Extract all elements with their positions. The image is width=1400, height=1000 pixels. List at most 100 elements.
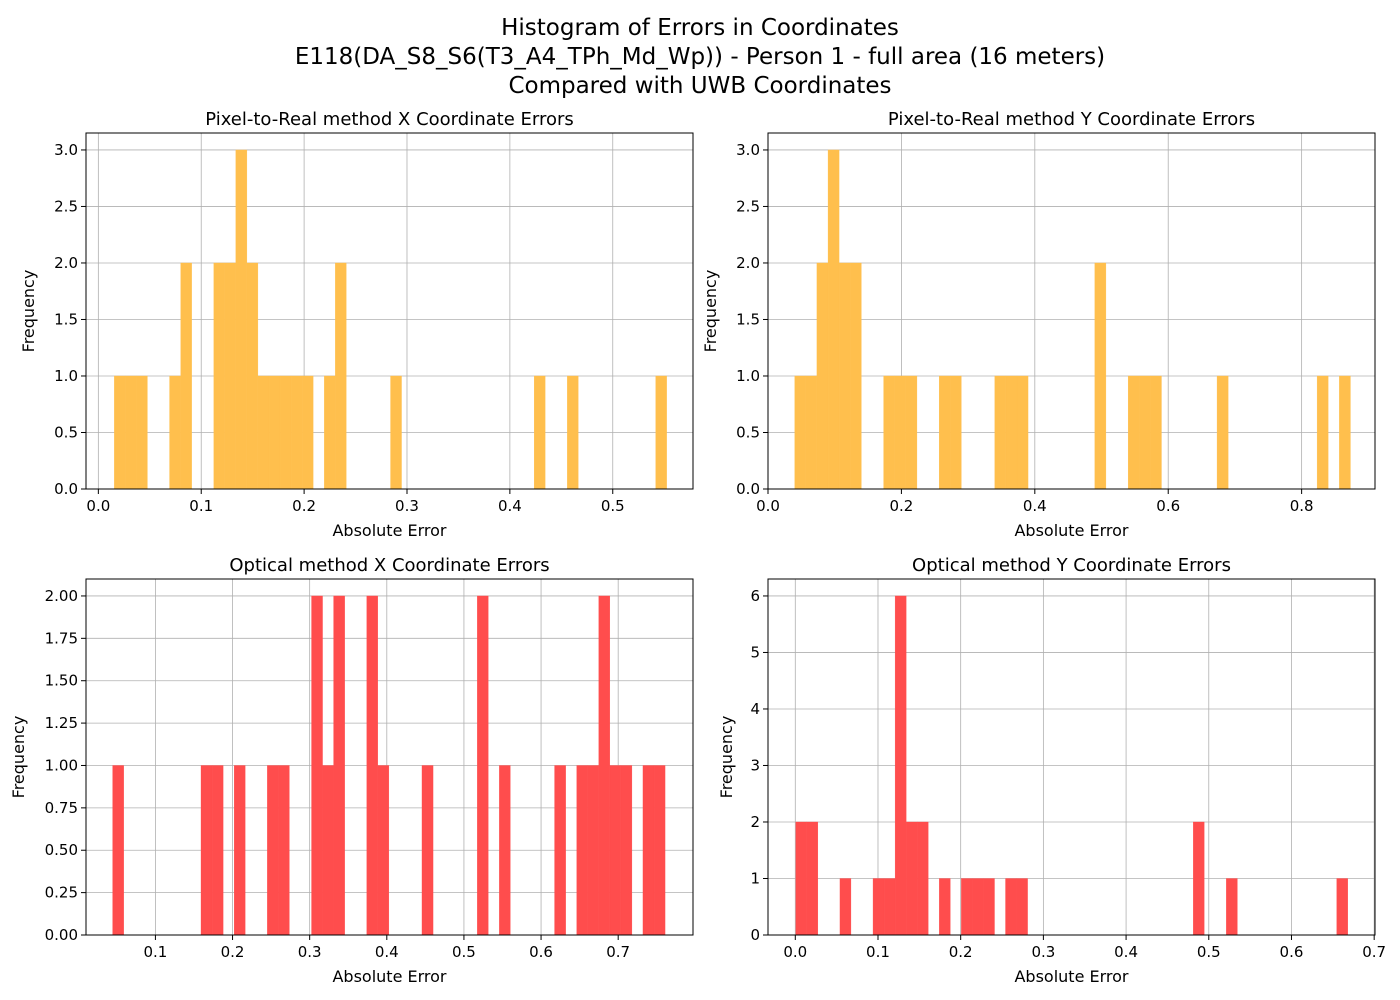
x-tick-label: 0.2	[292, 497, 316, 515]
histogram-bar	[180, 262, 192, 490]
histogram-bar	[950, 375, 962, 490]
y-tick-label: 1.25	[45, 714, 78, 732]
y-tick-label: 0.00	[45, 926, 78, 944]
histogram-bar	[905, 375, 918, 490]
figure-title-line-3: Compared with UWB Coordinates	[508, 73, 892, 99]
histogram-bar	[324, 375, 336, 490]
histogram-bar	[333, 595, 345, 936]
histogram-bar	[136, 375, 148, 490]
x-tick-label: 0.1	[189, 497, 213, 515]
histogram-bar	[1193, 821, 1205, 936]
y-tick-label: 1	[750, 869, 760, 887]
histogram-bar	[1336, 878, 1348, 936]
histogram-bar	[1339, 375, 1351, 490]
histogram-bar	[125, 375, 137, 490]
x-axis-label: Absolute Error	[1014, 967, 1128, 986]
histogram-bar	[1226, 878, 1238, 936]
x-tick-label: 0.7	[606, 943, 630, 961]
x-tick-label: 0.4	[375, 943, 399, 961]
histogram-bar	[534, 375, 546, 490]
histogram-bar	[1127, 375, 1140, 490]
histogram-bar	[806, 821, 819, 936]
histogram-bar	[1016, 878, 1028, 936]
y-tick-label: 2.00	[45, 587, 78, 605]
histogram-bar	[1005, 375, 1018, 490]
histogram-bar	[302, 375, 314, 490]
histogram-bar	[366, 595, 378, 936]
histogram-bar	[279, 375, 292, 490]
x-tick-label: 0.0	[756, 497, 780, 515]
x-tick-label: 0.0	[783, 943, 807, 961]
histogram-bar	[322, 765, 334, 936]
histogram-bar	[213, 262, 225, 490]
histogram-bar	[421, 765, 434, 936]
y-tick-label: 1.50	[45, 672, 78, 690]
histogram-bar	[620, 765, 633, 936]
histogram-bar	[795, 821, 807, 936]
x-tick-label: 0.2	[889, 497, 913, 515]
x-axis-label: Absolute Error	[1014, 521, 1128, 540]
y-axis-label: Frequency	[19, 270, 38, 353]
y-tick-label: 2.0	[736, 254, 760, 272]
histogram-bar	[827, 149, 840, 490]
y-tick-label: 2	[750, 813, 760, 831]
histogram-bar	[211, 765, 224, 936]
histogram-bar	[961, 878, 973, 936]
histogram-bar	[816, 262, 829, 490]
figure-title-line-2: E118(DA_S8_S6(T3_A4_TPh_Md_Wp)) - Person…	[294, 44, 1106, 70]
histogram-bar	[972, 878, 984, 936]
y-tick-label: 0.0	[736, 480, 760, 498]
y-axis-label: Frequency	[717, 716, 736, 799]
histogram-bar	[335, 262, 347, 490]
x-tick-label: 0.4	[1114, 943, 1138, 961]
histogram-bar	[994, 375, 1007, 490]
histogram-bar	[655, 375, 667, 490]
x-tick-label: 0.1	[866, 943, 890, 961]
histogram-bar	[554, 765, 566, 936]
histogram-bar	[278, 765, 290, 936]
y-tick-label: 0.5	[54, 423, 78, 441]
y-tick-label: 0	[750, 926, 760, 944]
histogram-bar	[983, 878, 995, 936]
y-tick-label: 1.5	[54, 310, 78, 328]
x-tick-label: 0.6	[529, 943, 553, 961]
subplot-title: Optical method X Coordinate Errors	[229, 555, 549, 576]
subplot-4: 0.0 0.1 0.2 0.3 0.4 0.5 0.6 0.7 0 1 2 3 4 5 6 Optical m…	[717, 555, 1386, 986]
histogram-bar	[267, 765, 279, 936]
y-tick-label: 3	[750, 756, 760, 774]
x-tick-label: 0.1	[143, 943, 167, 961]
x-tick-label: 0.5	[452, 943, 476, 961]
y-tick-label: 2.5	[736, 197, 760, 215]
y-axis-label: Frequency	[701, 270, 720, 353]
x-tick-label: 0.5	[601, 497, 625, 515]
histogram-bar	[805, 375, 818, 490]
histogram-bar	[246, 262, 259, 490]
subplot-title: Optical method Y Coordinate Errors	[912, 555, 1231, 576]
histogram-bar	[1139, 375, 1151, 490]
subplot-1: 0.0 0.1 0.2 0.3 0.4 0.5 0.0 0.5 1.0 1.5 2.0 2.5 3.0 P…	[19, 109, 694, 540]
y-axis-label: Frequency	[9, 716, 28, 799]
plot-frame	[85, 578, 694, 936]
histogram-bar	[872, 878, 885, 936]
histogram-bar	[390, 375, 402, 490]
x-tick-label: 0.2	[221, 943, 245, 961]
histogram-bar	[477, 595, 489, 936]
y-tick-label: 4	[750, 700, 760, 718]
y-tick-label: 0.0	[54, 480, 78, 498]
histogram-bar	[235, 149, 248, 490]
y-tick-label: 0.50	[45, 841, 78, 859]
histogram-bar	[883, 878, 896, 936]
x-tick-label: 0.7	[1362, 943, 1386, 961]
histogram-bar	[894, 595, 907, 936]
histogram-bar	[311, 595, 323, 936]
histogram-bar	[1005, 878, 1017, 936]
histogram-bar	[794, 375, 806, 490]
plot-frame	[85, 132, 694, 490]
y-tick-label: 1.00	[45, 756, 78, 774]
histogram-bar	[224, 262, 236, 490]
x-tick-label: 0.4	[1023, 497, 1047, 515]
histogram-bar	[112, 765, 124, 936]
histogram-bar	[567, 375, 579, 490]
y-tick-label: 1.5	[736, 310, 760, 328]
